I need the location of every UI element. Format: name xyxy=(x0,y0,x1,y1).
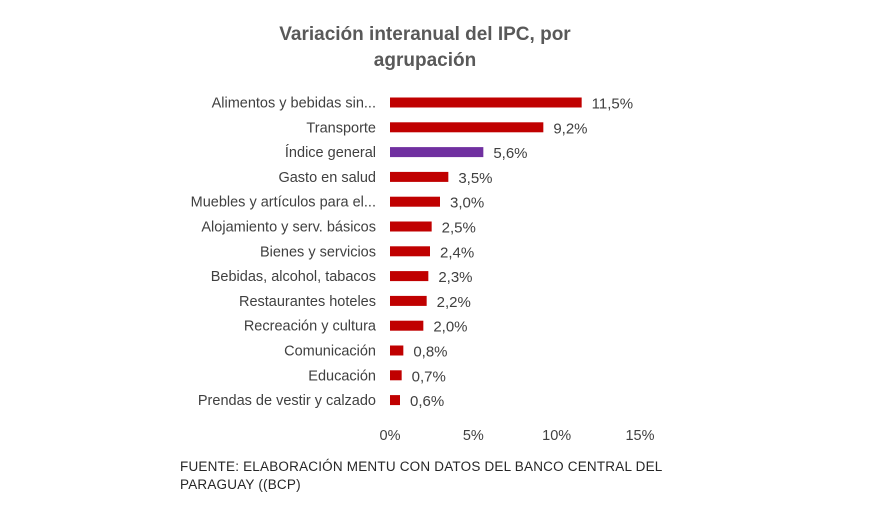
bar xyxy=(390,395,400,406)
bar xyxy=(390,271,429,282)
value-label: 11,5% xyxy=(592,96,633,113)
chart-title: Variación interanual del IPC, por agrupa… xyxy=(279,24,571,71)
bar xyxy=(390,370,402,381)
bar xyxy=(390,246,430,257)
x-tick-label: 0% xyxy=(380,428,401,444)
x-tick-label: 5% xyxy=(463,428,484,444)
value-label: 2,4% xyxy=(440,244,474,261)
bar xyxy=(390,295,427,306)
bars xyxy=(390,97,582,406)
value-label: 0,6% xyxy=(410,393,444,410)
category-label: Comunicación xyxy=(284,344,376,360)
bar xyxy=(390,122,544,133)
bar xyxy=(390,196,440,207)
value-labels: 11,5% 9,2% 5,6%3,5% 3,0% 2,5% 2,4% 2,3% 2,2% 2,0… xyxy=(410,96,633,411)
category-label: Gasto en salud xyxy=(278,170,376,186)
value-label: 3,0% xyxy=(450,195,484,212)
bar xyxy=(390,171,449,182)
category-label: Alimentos y bebidas sin... xyxy=(212,96,376,112)
x-axis-ticks: 0% 5% 10% 15% xyxy=(380,428,655,444)
source-note: FUENTE: ELABORACIÓN MENTU CON DATOS DEL … xyxy=(180,459,662,492)
category-label: Alojamiento y serv. básicos xyxy=(201,220,376,236)
bar xyxy=(390,147,484,158)
x-tick-label: 15% xyxy=(625,428,654,444)
value-label: 2,3% xyxy=(438,269,472,286)
category-labels: Alimentos y bebidas sin... Transporte Índi… xyxy=(191,96,377,410)
bar xyxy=(390,221,432,232)
category-label: Educación xyxy=(308,368,376,384)
category-label: Muebles y artículos para el... xyxy=(191,195,376,211)
bar xyxy=(390,320,424,331)
category-label: Restaurantes hoteles xyxy=(239,294,376,310)
value-label: 2,2% xyxy=(437,294,471,311)
category-label: Bebidas, alcohol, tabacos xyxy=(211,269,376,285)
category-label: Prendas de vestir y calzado xyxy=(198,393,376,409)
category-label: Índice general xyxy=(285,144,376,161)
value-label: 3,5% xyxy=(458,170,492,187)
bar xyxy=(390,345,404,356)
value-label: 2,0% xyxy=(433,319,467,336)
value-label: 9,2% xyxy=(553,120,587,137)
value-label: 2,5% xyxy=(442,220,476,237)
value-label: 0,7% xyxy=(412,368,446,385)
x-tick-label: 10% xyxy=(542,428,571,444)
category-label: Bienes y servicios xyxy=(260,244,376,260)
value-label: 0,8% xyxy=(413,344,447,361)
value-label: 5,6% xyxy=(493,145,527,162)
category-label: Recreación y cultura xyxy=(244,319,377,335)
category-label: Transporte xyxy=(306,120,376,136)
bar xyxy=(390,97,582,108)
